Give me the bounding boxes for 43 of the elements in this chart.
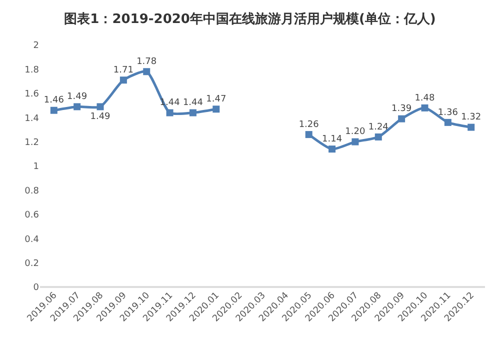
y-tick-label: 0.2: [24, 258, 39, 269]
y-tick-label: 0: [33, 283, 40, 294]
text: 1.44: [182, 98, 203, 108]
text: 1.24: [368, 122, 388, 132]
text: 1.46: [44, 96, 64, 106]
point: [166, 109, 174, 116]
point: [421, 104, 428, 112]
y-tick-label: 0.6: [24, 210, 40, 221]
text: 1.14: [322, 134, 342, 144]
y-tick-label: 1.2: [24, 138, 39, 148]
text: 1.39: [392, 104, 412, 114]
y-tick-label: 1.4: [24, 114, 40, 124]
text: 1.36: [438, 108, 458, 118]
point: [50, 106, 58, 114]
text: 1.47: [206, 94, 226, 105]
point: [444, 118, 452, 126]
point: [352, 138, 359, 146]
point: [212, 106, 220, 113]
point: [398, 115, 406, 122]
text: 1.26: [298, 120, 319, 130]
point: [120, 76, 127, 84]
chart-title: 图表1：2019-2020年中国在线旅游月活用户规模(单位：亿人): [64, 10, 436, 27]
point: [374, 133, 382, 140]
text: 1.20: [345, 127, 366, 138]
y-tick-label: 1.6: [24, 90, 40, 100]
y-tick-label: 0.4: [24, 234, 40, 245]
y-tick-label: 1.8: [24, 65, 40, 76]
point: [305, 131, 312, 138]
point: [96, 103, 104, 110]
text: 1.48: [414, 93, 435, 104]
y-tick-label: 0.8: [24, 186, 40, 196]
point: [328, 146, 336, 153]
text: 1.49: [67, 92, 88, 102]
text: 1.71: [113, 65, 134, 76]
y-tick-label: 2: [33, 41, 39, 52]
text: 1.49: [90, 112, 110, 122]
point: [74, 103, 81, 110]
point: [189, 109, 196, 116]
point: [143, 68, 150, 76]
point: [468, 124, 475, 131]
y-tick-label: 1: [33, 162, 39, 172]
text: 1.32: [461, 112, 482, 123]
text: 1.78: [136, 56, 157, 67]
